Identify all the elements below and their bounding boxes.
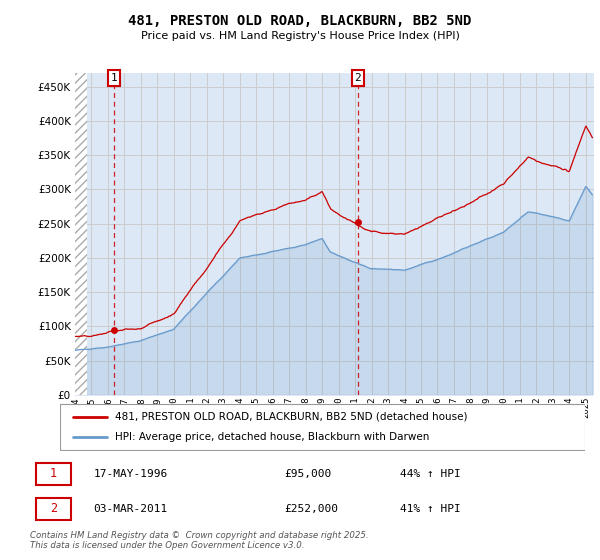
Text: HPI: Average price, detached house, Blackburn with Darwen: HPI: Average price, detached house, Blac… <box>115 432 430 442</box>
Text: 03-MAR-2011: 03-MAR-2011 <box>94 504 168 514</box>
Text: £252,000: £252,000 <box>284 504 338 514</box>
Text: 2: 2 <box>355 73 361 83</box>
Text: 44% ↑ HPI: 44% ↑ HPI <box>400 469 461 479</box>
Text: Price paid vs. HM Land Registry's House Price Index (HPI): Price paid vs. HM Land Registry's House … <box>140 31 460 41</box>
Text: 481, PRESTON OLD ROAD, BLACKBURN, BB2 5ND (detached house): 481, PRESTON OLD ROAD, BLACKBURN, BB2 5N… <box>115 412 467 422</box>
Text: Contains HM Land Registry data ©  Crown copyright and database right 2025.
This : Contains HM Land Registry data © Crown c… <box>30 531 368 550</box>
Bar <box>75 73 87 395</box>
Text: 1: 1 <box>111 73 118 83</box>
Bar <box>35 498 71 520</box>
Text: 2: 2 <box>50 502 57 515</box>
Text: £95,000: £95,000 <box>284 469 331 479</box>
Text: 41% ↑ HPI: 41% ↑ HPI <box>400 504 461 514</box>
Text: 17-MAY-1996: 17-MAY-1996 <box>94 469 168 479</box>
Text: 1: 1 <box>50 468 57 480</box>
Bar <box>35 463 71 485</box>
Text: 481, PRESTON OLD ROAD, BLACKBURN, BB2 5ND: 481, PRESTON OLD ROAD, BLACKBURN, BB2 5N… <box>128 14 472 28</box>
